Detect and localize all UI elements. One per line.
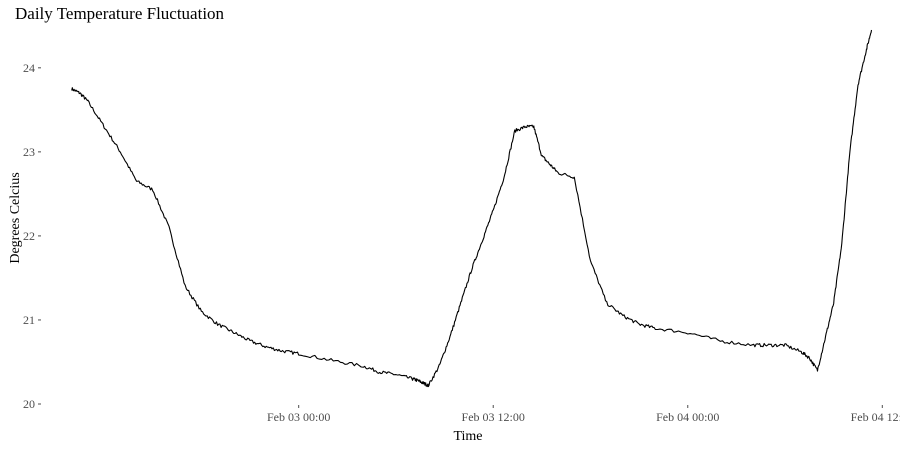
x-tick-label: Feb 04 00:00: [656, 410, 719, 424]
y-tick-label: 23: [23, 145, 35, 159]
plot-area: [71, 29, 873, 388]
y-axis: 20 21 22 23 24: [23, 61, 41, 411]
y-tick-label: 21: [23, 313, 35, 327]
x-axis-title: Time: [453, 429, 482, 444]
y-tick-label: 24: [23, 61, 35, 75]
y-axis-title: Degrees Celcius: [8, 172, 23, 263]
chart-title: Daily Temperature Fluctuation: [15, 4, 225, 23]
x-tick-label: Feb 04 12:00: [851, 410, 900, 424]
x-tick-label: Feb 03 12:00: [462, 410, 525, 424]
y-tick-label: 22: [23, 229, 35, 243]
temperature-series-line: [71, 29, 873, 388]
x-axis: Feb 03 00:00 Feb 03 12:00 Feb 04 00:00 Feb …: [267, 405, 900, 424]
x-tick-label: Feb 03 00:00: [267, 410, 330, 424]
y-tick-label: 20: [23, 397, 35, 411]
